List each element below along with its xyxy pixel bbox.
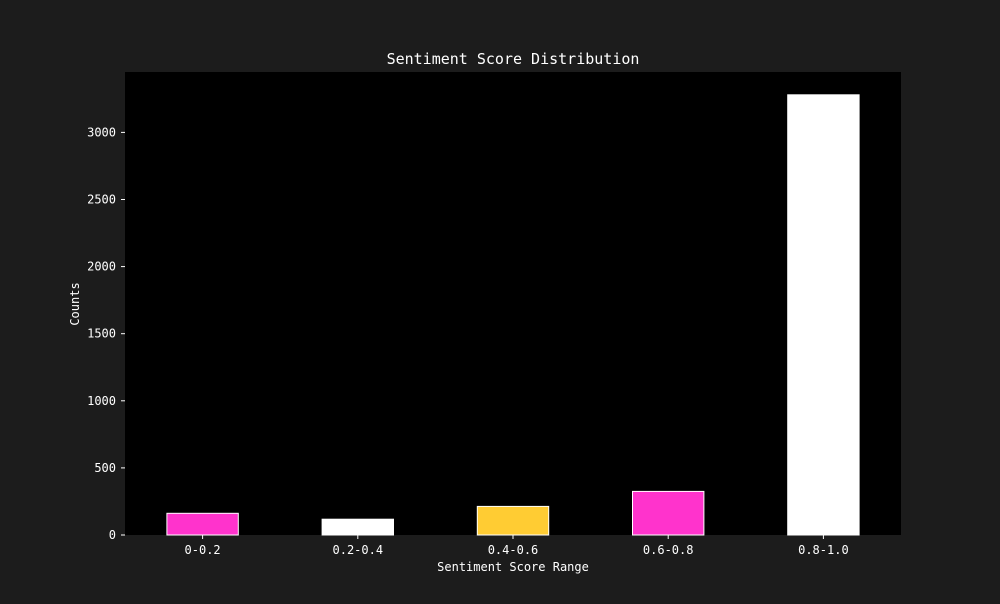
bar-0.4-0.6 — [476, 505, 550, 536]
y-tick-label: 2500 — [87, 192, 116, 206]
bars-group — [166, 94, 860, 536]
plot-area — [125, 72, 901, 535]
x-tick-label: 0.2-0.4 — [333, 543, 384, 557]
bar-0.8-1.0 — [787, 94, 860, 536]
x-axis-label: Sentiment Score Range — [437, 560, 589, 574]
y-tick-label: 500 — [94, 461, 116, 475]
bar-0.6-0.8 — [632, 490, 705, 536]
chart-title: Sentiment Score Distribution — [387, 50, 640, 68]
y-tick-label: 3000 — [87, 125, 116, 139]
y-tick-label: 1500 — [87, 327, 116, 341]
bar-0-0.2 — [166, 512, 239, 536]
y-tick-label: 2000 — [87, 260, 116, 274]
x-tick-label: 0-0.2 — [185, 543, 221, 557]
x-tick-label: 0.8-1.0 — [798, 543, 849, 557]
x-tick-label: 0.4-0.6 — [488, 543, 539, 557]
y-axis-label: Counts — [68, 282, 82, 325]
y-axis: 0 500 1000 1500 2000 2500 3000 — [87, 125, 125, 542]
x-axis: 0-0.2 0.2-0.4 0.4-0.6 0.6-0.8 0.8-1.0 — [185, 535, 849, 557]
bar-0.2-0.4 — [321, 518, 395, 536]
x-tick-label: 0.6-0.8 — [643, 543, 694, 557]
y-tick-label: 0 — [109, 528, 116, 542]
y-tick-label: 1000 — [87, 394, 116, 408]
